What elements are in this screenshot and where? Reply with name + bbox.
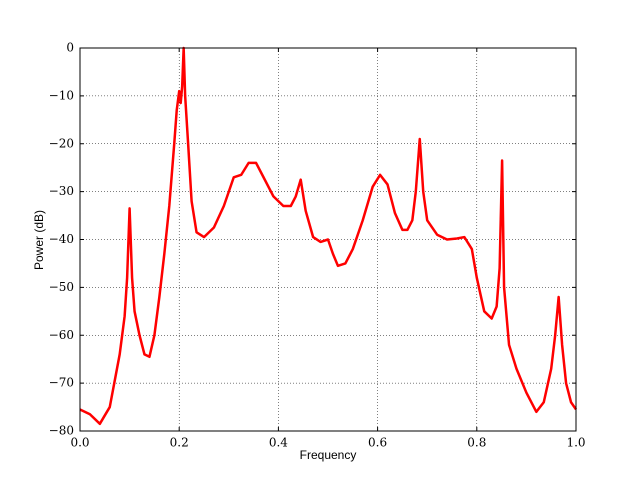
- y-tick-label: −30: [49, 184, 74, 198]
- plot-frame: [79, 47, 577, 432]
- x-axis-label: Frequency: [300, 448, 357, 462]
- y-tick-label: −20: [49, 136, 74, 150]
- y-tick-label: −40: [49, 232, 74, 246]
- x-tick-label: 0.2: [170, 436, 189, 450]
- y-tick-label: 0: [66, 41, 74, 55]
- y-tick-label: −50: [49, 280, 74, 294]
- y-tick-label: −60: [49, 328, 74, 342]
- data-line: [79, 46, 578, 426]
- x-tick-label: 0.6: [368, 436, 387, 450]
- y-tick-label: −80: [49, 424, 74, 438]
- y-tick-label: −10: [49, 88, 74, 102]
- x-tick-label: 0.4: [269, 436, 288, 450]
- x-tick-label: 0.0: [70, 436, 89, 450]
- y-axis-label: Power (dB): [32, 210, 46, 270]
- y-tick-label: −70: [49, 376, 74, 390]
- x-tick-label: 1.0: [566, 436, 585, 450]
- x-tick-label: 0.8: [467, 436, 486, 450]
